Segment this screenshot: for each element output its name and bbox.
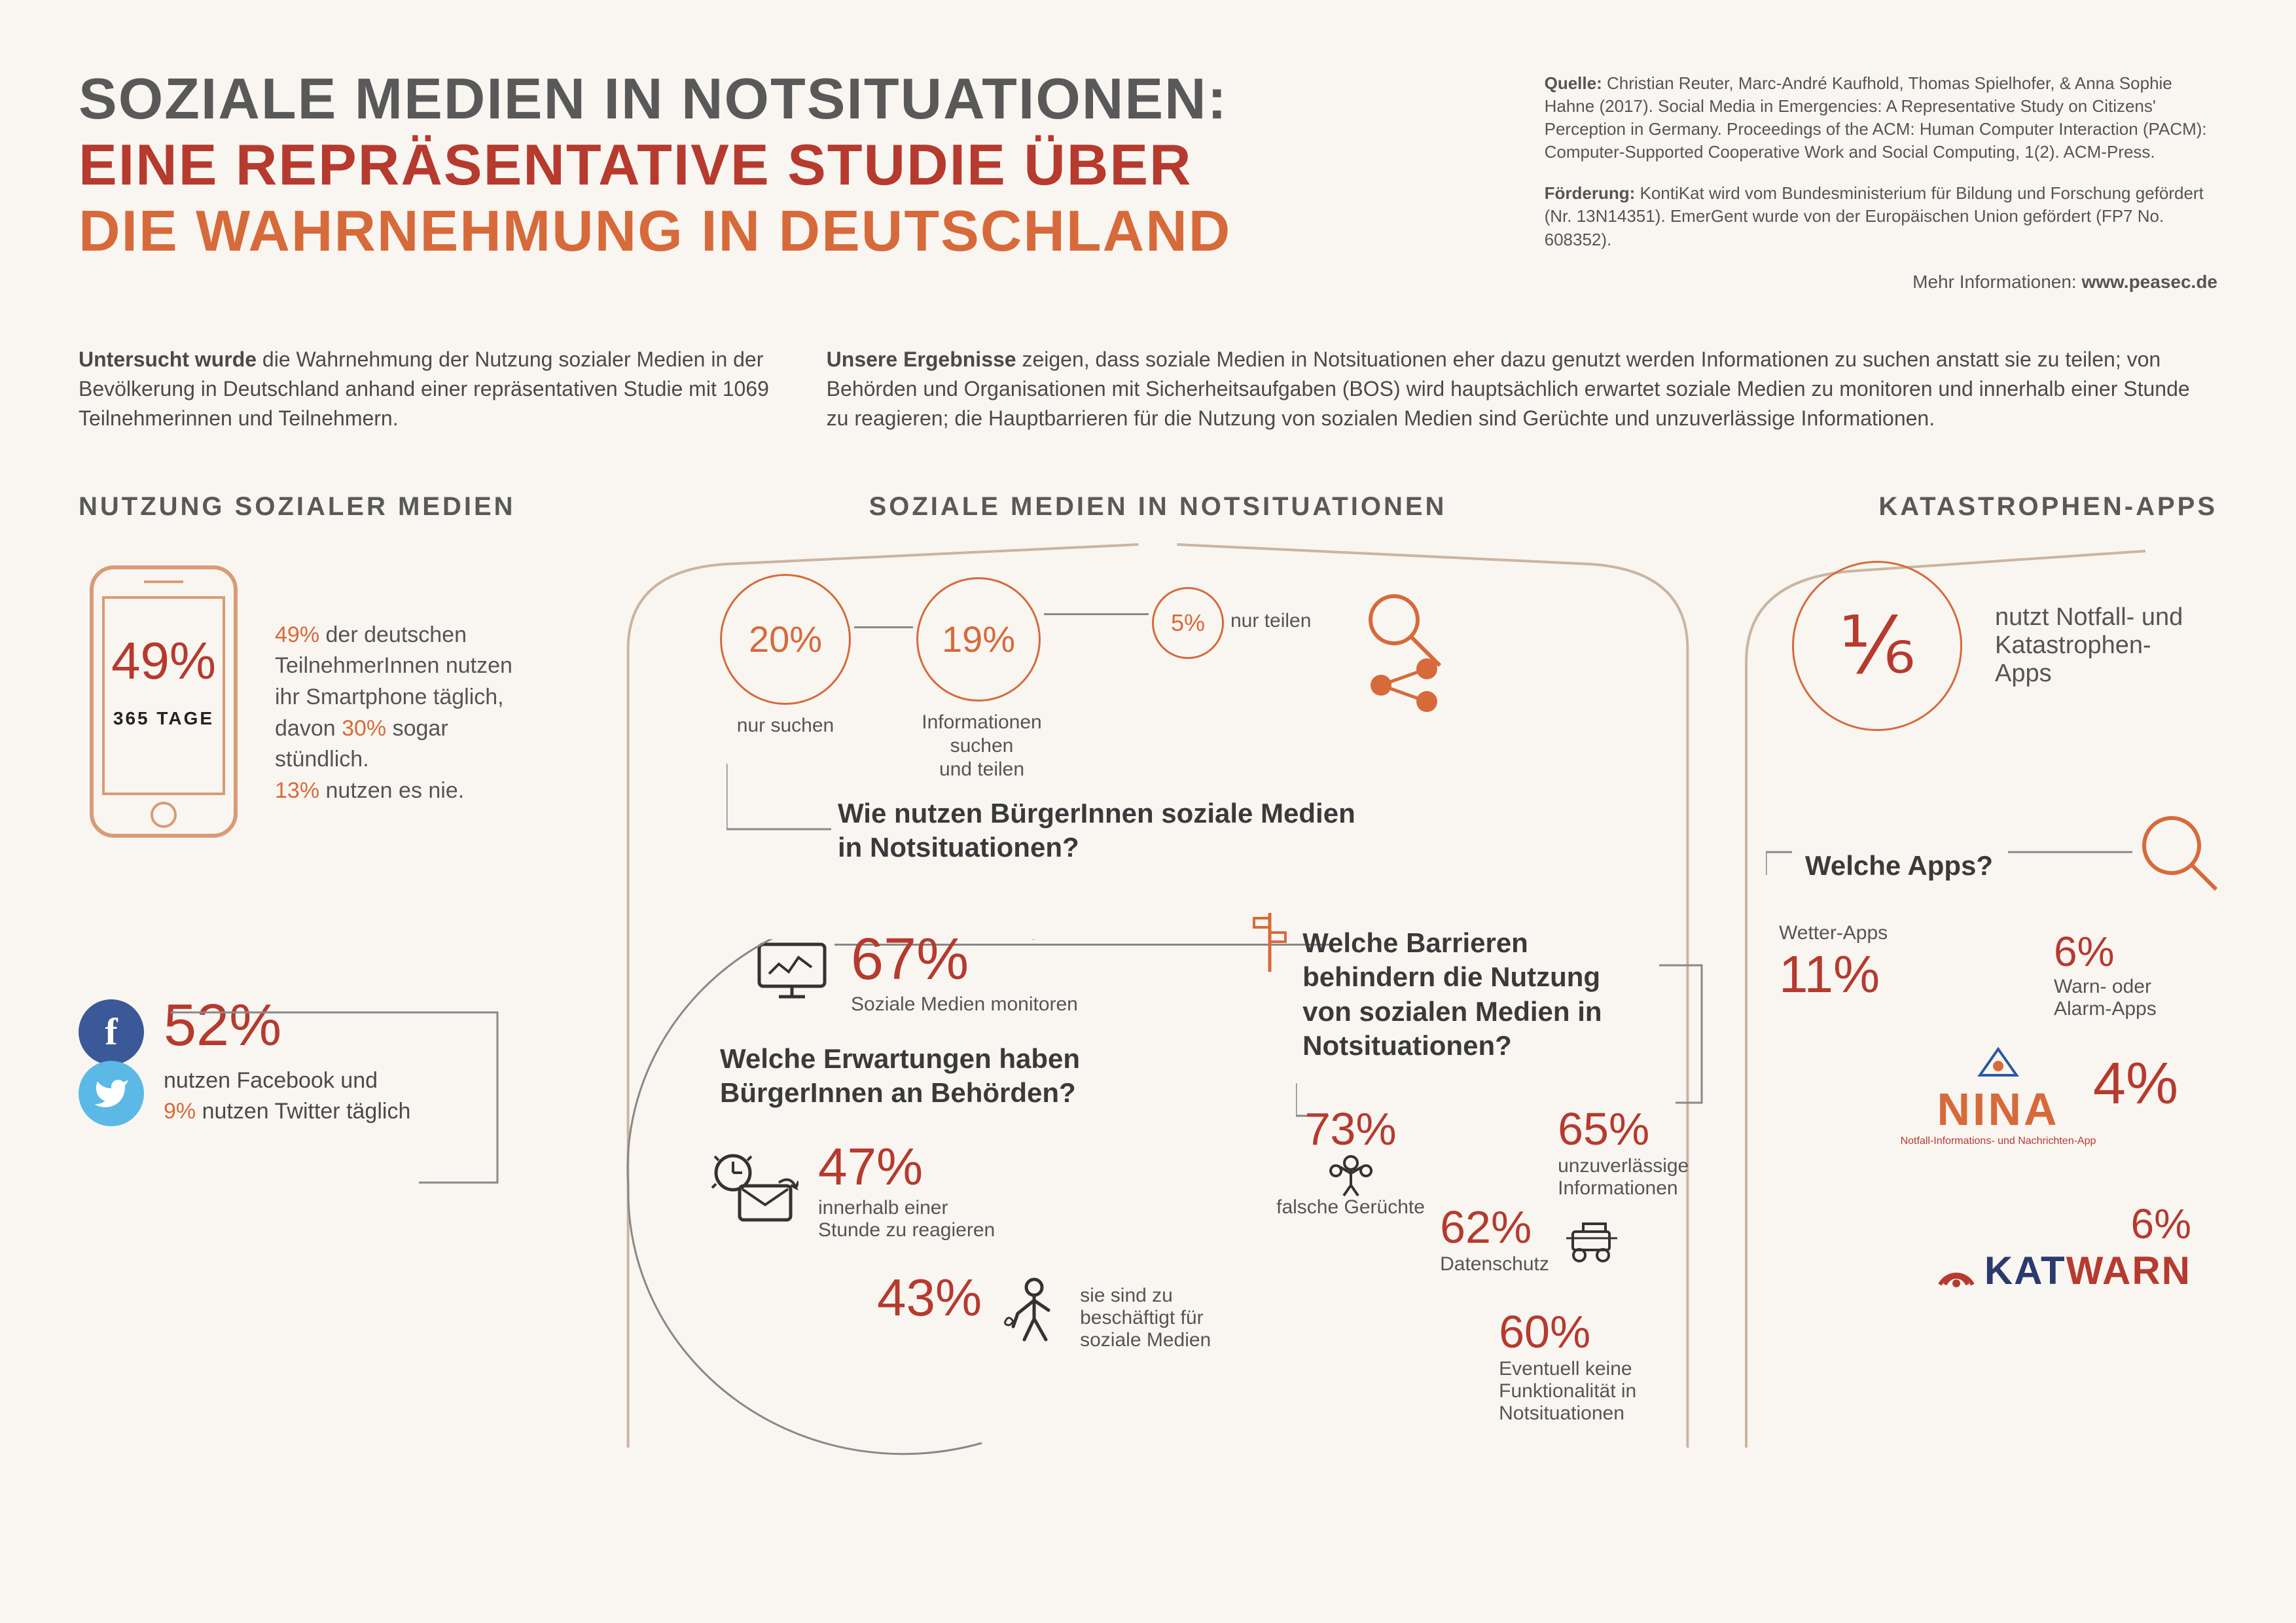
q1-text: Wie nutzen BürgerInnen soziale Medien in… bbox=[838, 796, 1361, 865]
bubble-both: 19% bbox=[916, 577, 1041, 702]
phone-pct: 49% bbox=[111, 632, 216, 690]
social-icons: f bbox=[79, 999, 144, 1126]
apps-list: Welche Apps? Wetter-Apps 11% 6% Warn- od… bbox=[1779, 849, 2217, 1294]
katwarn-icon bbox=[1933, 1253, 1979, 1289]
phone-text: 49% der deutschen TeilnehmerInnen nutzen… bbox=[275, 620, 524, 807]
barrier-4: 60% Eventuell keine Funktionalität in No… bbox=[1499, 1306, 1748, 1425]
search-share-icon bbox=[1348, 587, 1479, 718]
bubbles-row: 20% nur suchen 19% Informationen suchen … bbox=[609, 561, 1707, 796]
app-nina: NINA 4% Notfall-Informations- und Nachri… bbox=[1779, 1044, 2217, 1147]
sec-title-emergency: SOZIALE MEDIEN IN NOTSITUATIONEN bbox=[609, 492, 1707, 522]
mid-row: 67% Soziale Medien monitoren Welche Erwa… bbox=[609, 926, 1707, 1353]
col-usage: NUTZUNG SOZIALER MEDIEN 49% 365 TAGE 49%… bbox=[79, 492, 589, 1353]
expect-arc bbox=[615, 939, 1073, 1456]
intro-col-1: Untersucht wurde die Wahrnehmung der Nut… bbox=[79, 345, 774, 433]
col-apps: KATASTROPHEN-APPS ⅙ nutzt Notfall- und K… bbox=[1727, 492, 2217, 1353]
social-block: f 52% nutzen Facebook und 9% nutzen Twit… bbox=[79, 999, 589, 1128]
sec-title-usage: NUTZUNG SOZIALER MEDIEN bbox=[79, 492, 589, 522]
signpost-icon bbox=[1250, 906, 1289, 978]
q1-block: Wie nutzen BürgerInnen soziale Medien in… bbox=[838, 796, 1361, 867]
source-text: Quelle: Christian Reuter, Marc-André Kau… bbox=[1545, 72, 2217, 164]
barrier-1: 73% falsche Gerüchte bbox=[1276, 1103, 1425, 1219]
col-emergency: SOZIALE MEDIEN IN NOTSITUATIONEN 20% nur… bbox=[609, 492, 1707, 1353]
bubble-share-label: nur teilen bbox=[1230, 609, 1335, 633]
bubble-search-label: nur suchen bbox=[720, 714, 851, 738]
funding-text: Förderung: KontiKat wird vom Bundesminis… bbox=[1545, 182, 2217, 251]
connector-line-2 bbox=[1044, 613, 1149, 615]
intro-col-2: Unsere Ergebnisse zeigen, dass soziale M… bbox=[827, 345, 2217, 433]
title-line-1: SOZIALE MEDIEN IN NOTSITUATIONEN: bbox=[79, 65, 1492, 132]
app-katwarn: 6% KATWARN bbox=[1779, 1200, 2217, 1293]
meta-block: Quelle: Christian Reuter, Marc-André Kau… bbox=[1545, 65, 2217, 312]
twitter-icon bbox=[79, 1061, 144, 1126]
q1-bracket bbox=[726, 764, 838, 849]
barriers: Welche Barrieren behindern die Nutzung v… bbox=[1276, 926, 1707, 1353]
connector-line-1 bbox=[854, 626, 913, 628]
phone-block: 49% 365 TAGE 49% der deutschen Teilnehme… bbox=[79, 561, 589, 842]
magnifier-icon bbox=[2132, 810, 2224, 901]
more-info: Mehr Informationen: www.peasec.de bbox=[1545, 270, 2217, 294]
bubble-search: 20% bbox=[720, 574, 851, 705]
barrier-2: 65% unzuverlässige Informationen bbox=[1558, 1103, 1702, 1200]
intro-row: Untersucht wurde die Wahrnehmung der Nut… bbox=[79, 345, 2217, 433]
fraction-block: ⅙ nutzt Notfall- und Katastrophen-Apps bbox=[1792, 561, 2217, 731]
title-line-2: EINE REPRÄSENTATIVE STUDIE ÜBER bbox=[79, 132, 1492, 198]
nina-icon bbox=[1972, 1044, 2024, 1083]
smartphone-icon: 49% 365 TAGE bbox=[79, 561, 249, 842]
app-warn: 6% Warn- oder Alarm-Apps bbox=[2054, 927, 2191, 1020]
title-line-3: DIE WAHRNEHMUNG IN DEUTSCHLAND bbox=[79, 198, 1492, 264]
expectations: 67% Soziale Medien monitoren Welche Erwa… bbox=[609, 926, 1263, 1353]
title-block: SOZIALE MEDIEN IN NOTSITUATIONEN: EINE R… bbox=[79, 65, 1492, 312]
phone-days: 365 TAGE bbox=[113, 708, 214, 728]
bubble-both-label: Informationen suchen und teilen bbox=[890, 711, 1073, 781]
fraction-bubble: ⅙ bbox=[1792, 561, 1962, 731]
group-icon bbox=[1321, 1151, 1380, 1197]
barrier-3: 62% Datenschutz bbox=[1440, 1201, 1625, 1275]
header: SOZIALE MEDIEN IN NOTSITUATIONEN: EINE R… bbox=[79, 65, 2217, 312]
facebook-icon: f bbox=[79, 999, 144, 1065]
fraction-label: nutzt Notfall- und Katastrophen-Apps bbox=[1995, 603, 2191, 688]
privacy-icon bbox=[1560, 1212, 1625, 1264]
sections: NUTZUNG SOZIALER MEDIEN 49% 365 TAGE 49%… bbox=[79, 492, 2217, 1353]
sec-title-apps: KATASTROPHEN-APPS bbox=[1727, 492, 2217, 522]
bubble-share: 5% bbox=[1152, 587, 1224, 659]
bracket-social bbox=[157, 993, 550, 1202]
